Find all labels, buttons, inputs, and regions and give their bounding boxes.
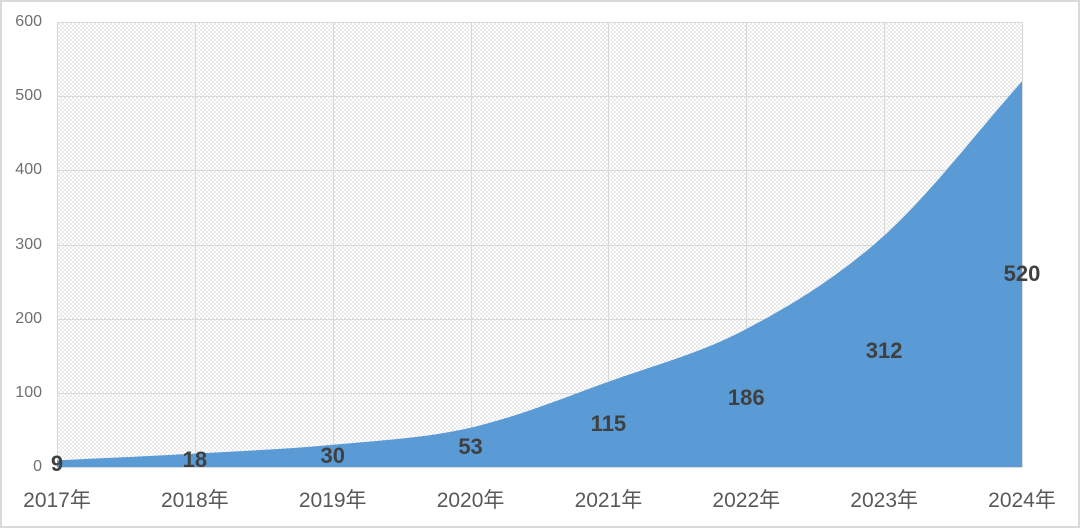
x-tick-label: 2019年: [298, 489, 367, 512]
y-tick-label: 200: [15, 309, 42, 327]
y-tick-label: 400: [15, 161, 42, 179]
x-tick-label: 2023年: [850, 489, 918, 512]
y-tick-label: 600: [15, 13, 42, 30]
y-tick-label: 0: [33, 458, 42, 475]
data-label: 115: [590, 411, 627, 437]
data-label: 53: [458, 434, 483, 460]
data-label: 186: [727, 385, 765, 411]
x-tick-label: 2020年: [436, 489, 505, 512]
data-label: 312: [865, 338, 903, 364]
data-label: 520: [1003, 261, 1041, 287]
y-tick-label: 500: [15, 87, 42, 105]
area-series: [57, 81, 1022, 467]
x-tick-label: 2022年: [712, 489, 781, 512]
data-label: 9: [50, 450, 64, 476]
x-tick-label: 2024年: [988, 489, 1056, 512]
y-tick-label: 100: [15, 383, 42, 401]
x-tick-label: 2021年: [574, 489, 643, 512]
data-label: 30: [320, 442, 345, 468]
data-label: 18: [182, 447, 208, 473]
y-tick-label: 300: [15, 235, 42, 253]
x-tick-label: 2018年: [160, 489, 229, 512]
x-tick-label: 2017年: [23, 489, 91, 512]
